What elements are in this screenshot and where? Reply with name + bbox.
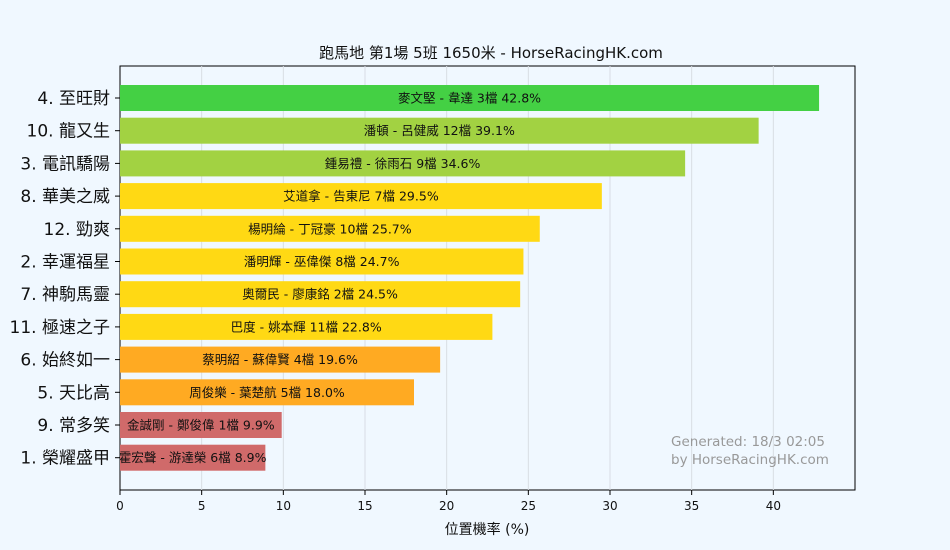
x-axis-title: 位置機率 (%) <box>445 521 530 538</box>
category-label: 12. 勁爽 <box>44 220 110 240</box>
bar <box>120 313 493 340</box>
category-label: 9. 常多笑 <box>37 416 110 436</box>
bar-label: 蔡明紹 - 蘇偉賢 4檔 19.6% <box>202 352 358 367</box>
bar <box>120 215 540 242</box>
bar-label: 潘頓 - 呂健威 12檔 39.1% <box>364 123 515 138</box>
x-tick-label: 40 <box>766 499 781 513</box>
x-tick-label: 5 <box>198 499 206 513</box>
x-tick-label: 25 <box>521 499 536 513</box>
category-label: 8. 華美之威 <box>20 187 110 207</box>
bar <box>120 281 521 308</box>
bar <box>120 117 759 144</box>
category-label: 4. 至旺財 <box>37 89 110 109</box>
bar-label: 潘明輝 - 巫偉傑 8檔 24.7% <box>244 254 400 269</box>
bar <box>120 346 441 373</box>
x-tick-label: 30 <box>602 499 617 513</box>
bars <box>120 85 820 471</box>
bar <box>120 183 602 210</box>
category-label: 7. 神駒馬靈 <box>20 285 110 305</box>
bar-label: 金誠剛 - 鄭俊偉 1檔 9.9% <box>127 418 275 433</box>
category-label: 2. 幸運福星 <box>20 253 110 273</box>
category-label: 3. 電訊驕陽 <box>20 154 110 174</box>
x-tick-label: 20 <box>439 499 454 513</box>
category-labels: 4. 至旺財 10. 龍又生 3. 電訊驕陽 8. 華美之威 12. 勁爽 2. 幸運福星… <box>10 89 120 469</box>
x-tick-label: 10 <box>276 499 291 513</box>
bar <box>120 248 524 275</box>
bar-label: 楊明綸 - 丁冠豪 10檔 25.7% <box>248 221 412 236</box>
bar <box>120 412 282 438</box>
x-tick-label: 15 <box>357 499 372 513</box>
bar-label: 奧爾民 - 廖康銘 2檔 24.5% <box>242 287 398 302</box>
watermark-line-1: Generated: 18/3 02:05 <box>671 434 825 450</box>
bar <box>120 150 686 177</box>
watermark-line-2: by HorseRacingHK.com <box>671 452 829 468</box>
bar-label: 鍾易禮 - 徐雨石 9檔 34.6% <box>325 156 481 171</box>
category-label: 10. 龍又生 <box>27 122 110 142</box>
bar <box>120 444 266 471</box>
bar-label: 艾道拿 - 告東尼 7檔 29.5% <box>283 189 439 204</box>
bar <box>120 85 820 111</box>
category-label: 11. 極速之子 <box>10 318 110 338</box>
x-tick-label: 35 <box>684 499 699 513</box>
bar-label: 周俊樂 - 葉楚航 5檔 18.0% <box>189 385 345 400</box>
chart-title: 跑馬地 第1場 5班 1650米 - HorseRacingHK.com <box>319 44 663 62</box>
category-label: 1. 榮耀盛甲 <box>20 449 110 469</box>
bar-label: 霍宏聲 - 游達榮 6檔 8.9% <box>119 450 267 465</box>
bar-label: 巴度 - 姚本輝 11檔 22.8% <box>231 319 382 334</box>
category-label: 5. 天比高 <box>37 383 110 403</box>
x-tick-label: 0 <box>116 499 124 513</box>
x-axis-ticks: 0 5 10 15 20 25 30 35 40 <box>116 490 781 513</box>
category-label: 6. 始終如一 <box>20 351 110 371</box>
bar-labels: 麥文堅 - 韋達 3檔 42.8% 潘頓 - 呂健威 12檔 39.1% 鍾易禮 -… <box>119 91 541 466</box>
bar <box>120 379 414 406</box>
bar-label: 麥文堅 - 韋達 3檔 42.8% <box>398 91 541 106</box>
